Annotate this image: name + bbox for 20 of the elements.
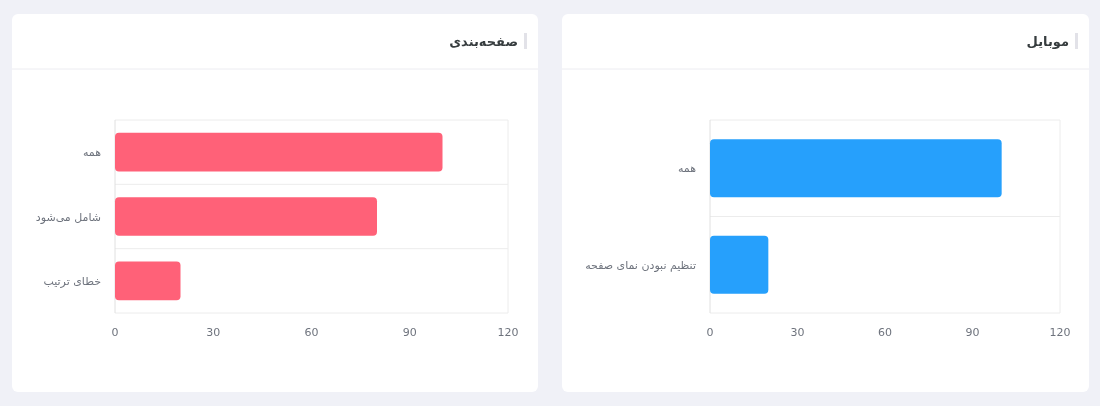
x-tick-label: 120 <box>497 326 519 339</box>
bar <box>115 197 377 236</box>
chart-title: صفحه‌بندی <box>449 34 518 49</box>
x-tick-label: 120 <box>1049 326 1071 339</box>
x-tick-label: 30 <box>206 326 221 339</box>
y-tick-label: خطای ترتیب <box>43 274 101 288</box>
x-tick-label: 90 <box>965 326 980 339</box>
chart-title: موبایل <box>1026 34 1069 49</box>
y-tick-label: همه <box>677 162 697 176</box>
x-tick-label: 0 <box>111 326 119 339</box>
bar <box>115 261 181 301</box>
bar <box>115 132 443 172</box>
y-tick-label: همه <box>82 146 102 160</box>
x-tick-label: 90 <box>402 326 417 339</box>
y-tick-label: تنظیم نبودن نمای صفحه <box>585 258 696 272</box>
x-tick-label: 30 <box>790 326 805 339</box>
x-tick-label: 60 <box>878 326 892 339</box>
x-tick-label: 0 <box>706 326 714 339</box>
y-tick-label: شامل می‌شود <box>35 210 101 224</box>
x-tick-label: 60 <box>304 326 319 339</box>
